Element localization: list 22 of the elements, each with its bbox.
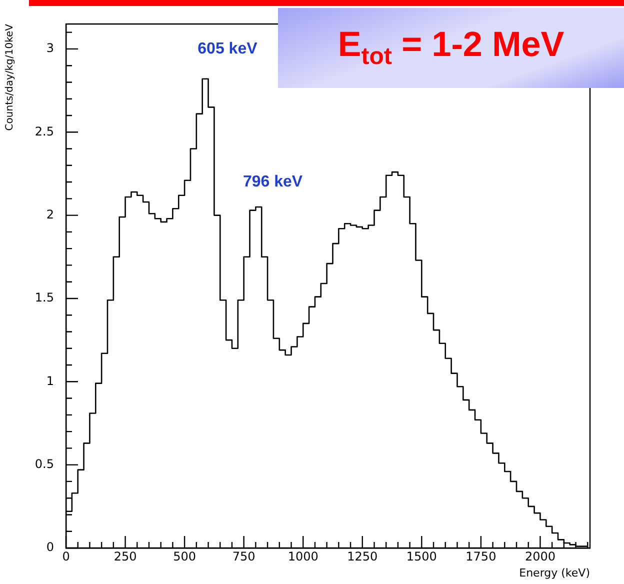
x-tick-label: 1000 xyxy=(288,549,318,564)
y-tick-label: 1 xyxy=(46,374,54,388)
y-tick-label: 1.5 xyxy=(34,290,54,305)
annotation: 605 keV xyxy=(198,40,258,58)
y-tick-label: 2 xyxy=(46,207,54,222)
annotation: 796 keV xyxy=(242,174,303,191)
title-panel: E$_{tot}$ = 1-2 MeV xyxy=(278,8,624,88)
y-axis-title: Counts/day/kg/10keV xyxy=(4,24,16,131)
y-tick-label: 0 xyxy=(46,540,54,554)
y-tick-label: 3 xyxy=(46,41,54,56)
chart-title: E$_{tot}$ = 1-2 MeV xyxy=(338,25,564,71)
x-tick-label: 500 xyxy=(173,549,196,564)
x-tick-label: 1500 xyxy=(406,549,437,564)
y-tick-label: 0.5 xyxy=(34,456,54,471)
x-tick-label: 0 xyxy=(62,549,70,564)
y-tick-label: 2.5 xyxy=(34,124,54,138)
x-axis-title: Energy (keV) xyxy=(519,566,590,580)
x-tick-label: 2000 xyxy=(524,549,556,564)
x-tick-label: 750 xyxy=(232,549,256,564)
x-tick-label: 1750 xyxy=(466,549,496,564)
x-tick-label: 250 xyxy=(114,549,137,564)
x-tick-label: 1250 xyxy=(347,549,378,564)
